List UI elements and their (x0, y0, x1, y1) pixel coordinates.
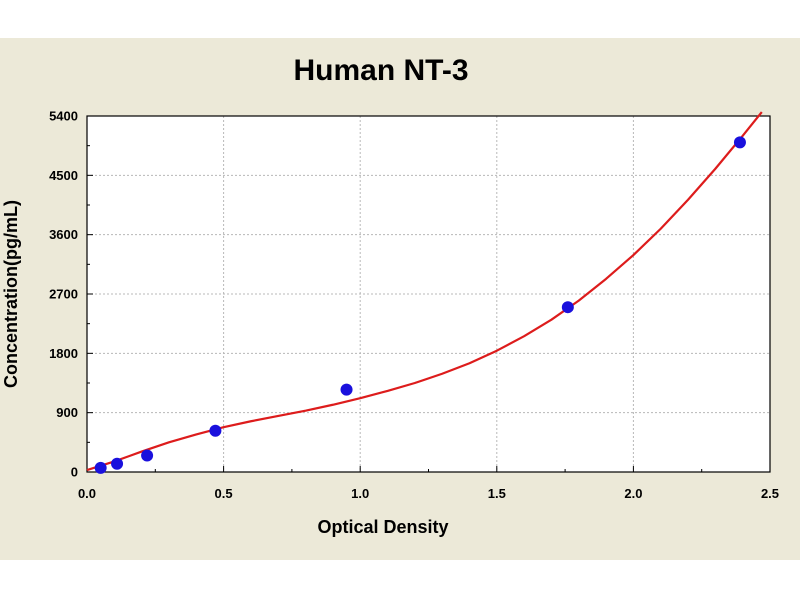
y-tick-label: 0 (71, 465, 78, 480)
data-point (111, 457, 124, 470)
y-tick-label: 4500 (49, 168, 78, 183)
data-point (340, 383, 353, 396)
x-tick-label: 1.0 (351, 486, 369, 501)
data-point (94, 461, 107, 474)
y-tick-label: 5400 (49, 109, 78, 124)
y-tick-label: 1800 (49, 346, 78, 361)
series-layer (86, 111, 763, 474)
data-point (209, 424, 222, 437)
y-axis-title: Concentration(pg/mL) (1, 200, 21, 388)
chart-title: Human NT-3 (293, 54, 468, 87)
y-tick-label: 3600 (49, 227, 78, 242)
y-tick-label: 900 (56, 405, 78, 420)
grid-lines (87, 116, 770, 472)
fitted-curve (86, 111, 763, 472)
x-tick-label: 1.5 (488, 486, 506, 501)
axis-ticks (86, 115, 771, 473)
data-point (733, 136, 746, 149)
x-tick-label: 2.0 (624, 486, 642, 501)
x-tick-label: 0.0 (78, 486, 96, 501)
x-tick-label: 0.5 (215, 486, 233, 501)
x-axis-title: Optical Density (317, 517, 448, 537)
tick-labels: 0.0 0.5 1.0 1.5 2.0 2.5 0 900 1800 2700 3600 4500 54… (49, 109, 779, 502)
x-tick-label: 2.5 (761, 486, 779, 501)
y-tick-label: 2700 (49, 287, 78, 302)
data-point (561, 301, 574, 314)
data-point (141, 449, 154, 462)
